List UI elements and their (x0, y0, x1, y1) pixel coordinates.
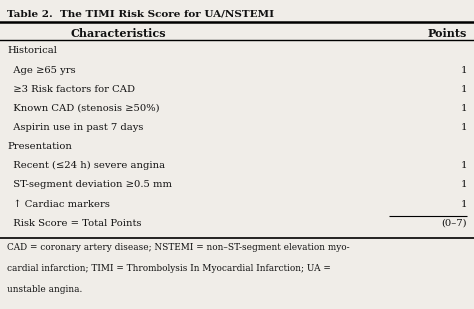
Text: ≥3 Risk factors for CAD: ≥3 Risk factors for CAD (7, 85, 135, 94)
Text: 1: 1 (460, 66, 467, 74)
Text: Points: Points (428, 28, 467, 39)
Text: 1: 1 (460, 161, 467, 170)
Text: (0–7): (0–7) (441, 219, 467, 228)
Text: ↑ Cardiac markers: ↑ Cardiac markers (7, 200, 110, 209)
Text: Historical: Historical (7, 46, 57, 55)
Text: ST-segment deviation ≥0.5 mm: ST-segment deviation ≥0.5 mm (7, 180, 172, 189)
Text: 1: 1 (460, 123, 467, 132)
Text: Recent (≤24 h) severe angina: Recent (≤24 h) severe angina (7, 161, 165, 171)
Text: CAD = coronary artery disease; NSTEMI = non–ST-segment elevation myo-: CAD = coronary artery disease; NSTEMI = … (7, 243, 350, 252)
Text: 1: 1 (460, 85, 467, 94)
Text: Table 2.  The TIMI Risk Score for UA/NSTEMI: Table 2. The TIMI Risk Score for UA/NSTE… (7, 9, 274, 18)
Text: 1: 1 (460, 180, 467, 189)
Text: cardial infarction; TIMI = Thrombolysis In Myocardial Infarction; UA =: cardial infarction; TIMI = Thrombolysis … (7, 264, 331, 273)
Text: Age ≥65 yrs: Age ≥65 yrs (7, 66, 76, 74)
Text: Aspirin use in past 7 days: Aspirin use in past 7 days (7, 123, 144, 132)
Text: Known CAD (stenosis ≥50%): Known CAD (stenosis ≥50%) (7, 104, 160, 113)
Text: 1: 1 (460, 104, 467, 113)
Text: Presentation: Presentation (7, 142, 72, 151)
Text: 1: 1 (460, 200, 467, 209)
Text: Risk Score = Total Points: Risk Score = Total Points (7, 219, 142, 228)
Text: Characteristics: Characteristics (71, 28, 166, 39)
Text: unstable angina.: unstable angina. (7, 285, 82, 294)
